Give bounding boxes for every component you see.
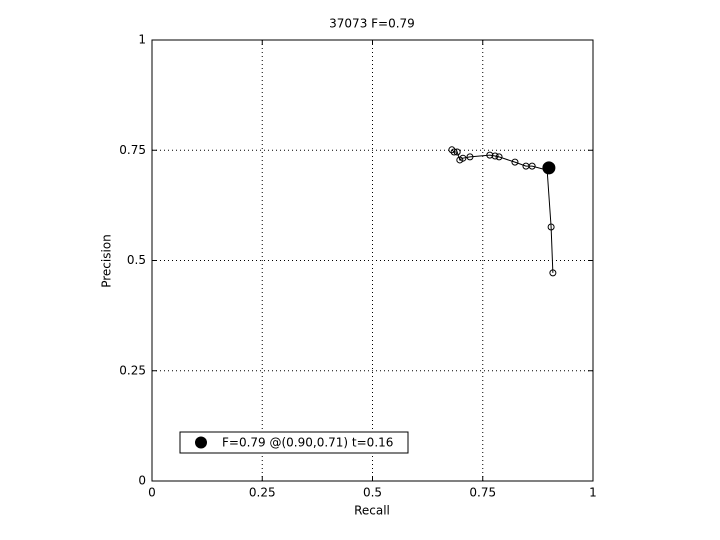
point xyxy=(528,162,536,170)
point xyxy=(466,153,474,161)
point xyxy=(486,151,494,159)
x-tick-label: 1 xyxy=(589,486,597,500)
point xyxy=(549,269,557,277)
chart-title: 37073 F=0.79 xyxy=(329,17,415,31)
point xyxy=(491,152,499,160)
y-tick-label: 0 xyxy=(138,474,146,488)
y-tick-label: 1 xyxy=(138,33,146,47)
x-tick-label: 0.5 xyxy=(363,486,382,500)
x-tick-label: 0.25 xyxy=(249,486,276,500)
point xyxy=(450,148,458,156)
y-tick-label: 0.25 xyxy=(119,363,146,377)
point xyxy=(495,153,503,161)
point xyxy=(547,223,555,231)
y-axis-label: Precision xyxy=(100,234,114,288)
y-tick-label: 0.5 xyxy=(127,253,146,267)
point xyxy=(453,148,461,156)
point xyxy=(511,158,519,166)
x-tick-label: 0.75 xyxy=(469,486,496,500)
y-tick-label: 0.75 xyxy=(119,143,146,157)
legend-box xyxy=(179,431,409,454)
x-tick-label: 0 xyxy=(148,486,156,500)
best-point xyxy=(542,161,556,175)
legend-marker xyxy=(195,436,207,449)
x-axis-label: Recall xyxy=(354,504,390,518)
point xyxy=(459,154,467,162)
plot-frame xyxy=(151,39,594,482)
legend-label: F=0.79 @(0.90,0.71) t=0.16 xyxy=(222,436,393,450)
